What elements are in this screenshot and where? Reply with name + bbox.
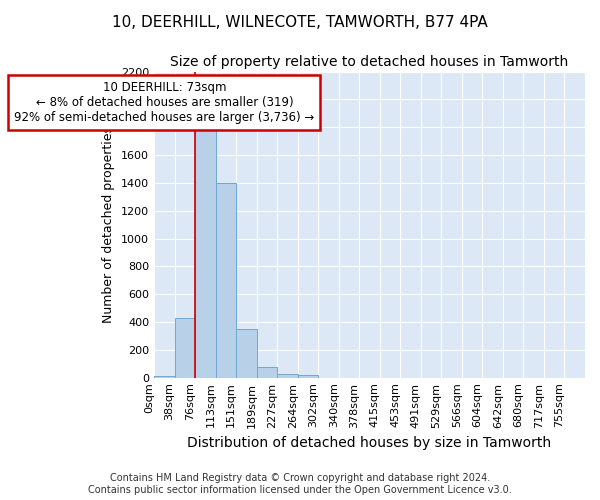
Y-axis label: Number of detached properties: Number of detached properties (103, 126, 115, 323)
X-axis label: Distribution of detached houses by size in Tamworth: Distribution of detached houses by size … (187, 436, 551, 450)
Text: 10, DEERHILL, WILNECOTE, TAMWORTH, B77 4PA: 10, DEERHILL, WILNECOTE, TAMWORTH, B77 4… (112, 15, 488, 30)
Text: 10 DEERHILL: 73sqm
← 8% of detached houses are smaller (319)
92% of semi-detache: 10 DEERHILL: 73sqm ← 8% of detached hous… (14, 82, 314, 124)
Text: Contains HM Land Registry data © Crown copyright and database right 2024.
Contai: Contains HM Land Registry data © Crown c… (88, 474, 512, 495)
Bar (236, 329, 257, 378)
Bar (257, 366, 277, 378)
Bar (175, 318, 195, 378)
Title: Size of property relative to detached houses in Tamworth: Size of property relative to detached ho… (170, 55, 569, 69)
Bar (154, 376, 175, 378)
Bar (215, 183, 236, 378)
Bar (298, 375, 318, 378)
Bar (195, 127, 215, 378)
Bar (277, 374, 298, 378)
